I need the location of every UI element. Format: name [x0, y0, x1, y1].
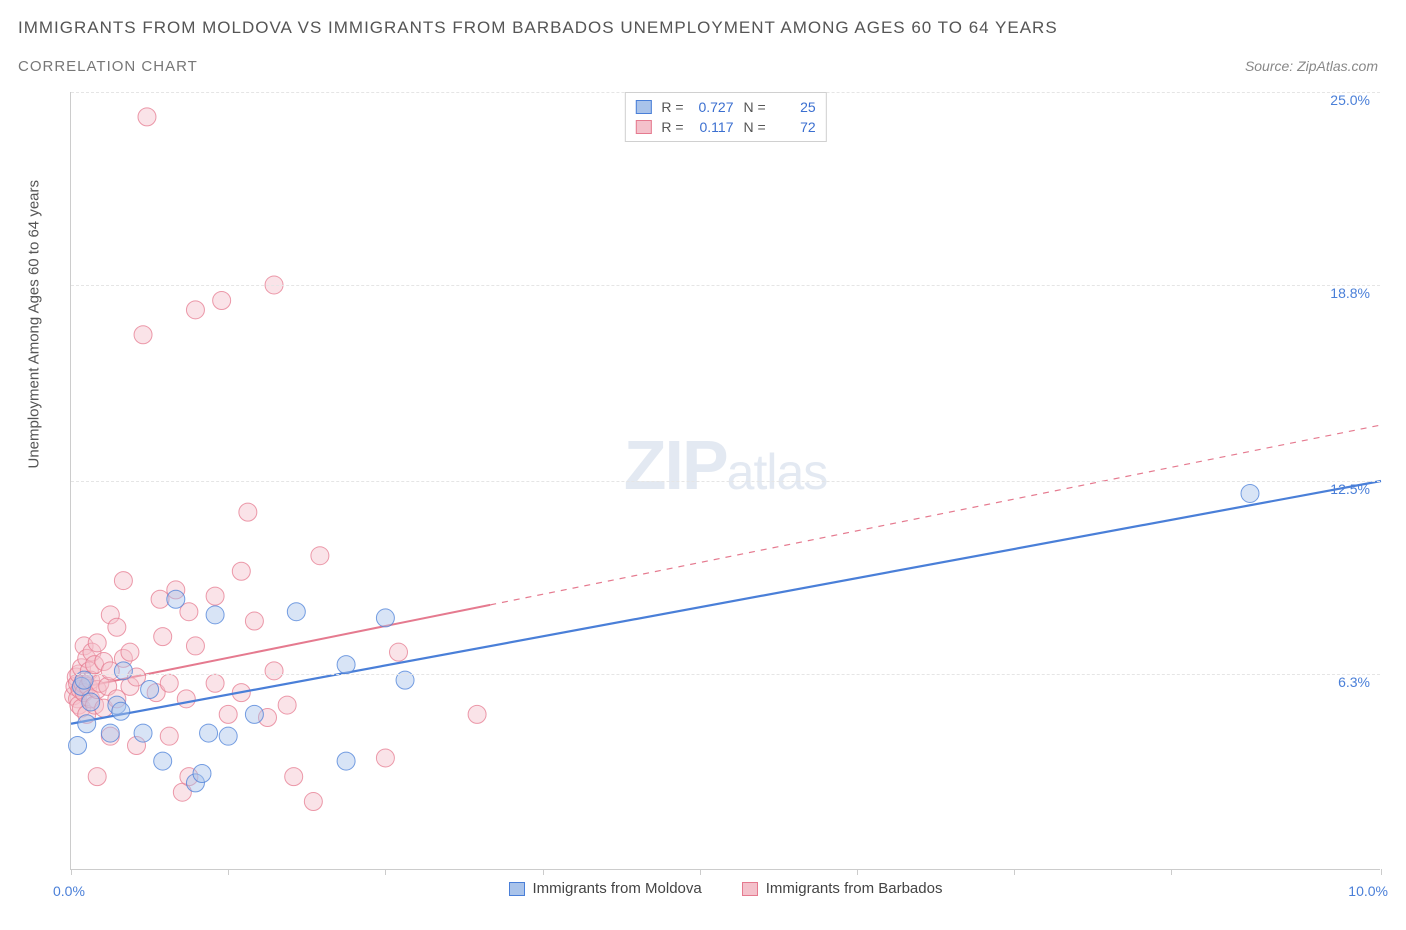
- n-label: N =: [744, 117, 766, 137]
- x-tick: [385, 869, 386, 875]
- r-label: R =: [661, 97, 683, 117]
- x-tick: [543, 869, 544, 875]
- swatch-barbados: [635, 120, 651, 134]
- x-tick: [228, 869, 229, 875]
- n-label: N =: [744, 97, 766, 117]
- source-attribution: Source: ZipAtlas.com: [1245, 58, 1378, 74]
- x-tick: [1171, 869, 1172, 875]
- y-tick-label: 25.0%: [1330, 92, 1370, 108]
- r-value-moldova: 0.727: [692, 97, 734, 117]
- series-name-moldova: Immigrants from Moldova: [533, 880, 702, 897]
- legend-item-moldova: Immigrants from Moldova: [509, 880, 702, 897]
- legend-stats-row: R = 0.727 N = 25: [635, 97, 815, 117]
- legend-series: Immigrants from Moldova Immigrants from …: [71, 880, 1380, 897]
- r-label: R =: [661, 117, 683, 137]
- swatch-barbados: [742, 882, 758, 896]
- grid-line: [71, 674, 1380, 675]
- y-tick-label: 18.8%: [1330, 285, 1370, 301]
- page-title: IMMIGRANTS FROM MOLDOVA VS IMMIGRANTS FR…: [18, 18, 1058, 38]
- y-tick-label: 6.3%: [1338, 674, 1370, 690]
- swatch-moldova: [635, 100, 651, 114]
- grid-line: [71, 285, 1380, 286]
- x-tick: [1014, 869, 1015, 875]
- x-max-label: 10.0%: [1348, 883, 1388, 899]
- x-tick: [1381, 869, 1382, 875]
- n-value-moldova: 25: [774, 97, 816, 117]
- x-tick: [700, 869, 701, 875]
- plot-area: ZIPatlas R = 0.727 N = 25 R = 0.117 N = …: [70, 92, 1380, 870]
- page-subtitle: CORRELATION CHART: [18, 58, 198, 75]
- grid-line: [71, 481, 1380, 482]
- swatch-moldova: [509, 882, 525, 896]
- x-tick: [71, 869, 72, 875]
- series-name-barbados: Immigrants from Barbados: [766, 880, 943, 897]
- legend-stats: R = 0.727 N = 25 R = 0.117 N = 72: [624, 92, 826, 142]
- y-tick-label: 12.5%: [1330, 481, 1370, 497]
- n-value-barbados: 72: [774, 117, 816, 137]
- x-origin-label: 0.0%: [53, 883, 85, 899]
- legend-stats-row: R = 0.117 N = 72: [635, 117, 815, 137]
- r-value-barbados: 0.117: [692, 117, 734, 137]
- y-axis-title: Unemployment Among Ages 60 to 64 years: [26, 180, 43, 469]
- legend-item-barbados: Immigrants from Barbados: [742, 880, 943, 897]
- x-tick: [857, 869, 858, 875]
